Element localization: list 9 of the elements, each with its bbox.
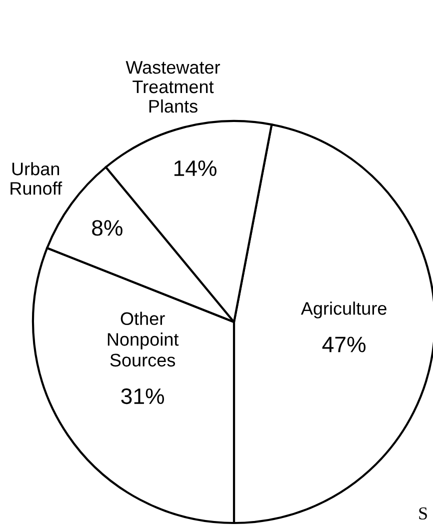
slice-label: Other Nonpoint Sources [108, 312, 179, 367]
data-label: 8% [92, 220, 122, 236]
data-label: 47% [322, 336, 366, 352]
data-label: 31% [121, 388, 164, 404]
slice-label: Urban Runoff [10, 162, 62, 195]
slice-label: Wastewater Treatment Plants [126, 61, 220, 113]
slice-label: Agriculture [300, 302, 386, 318]
text: S [419, 507, 427, 520]
data-label: 14% [174, 160, 216, 176]
